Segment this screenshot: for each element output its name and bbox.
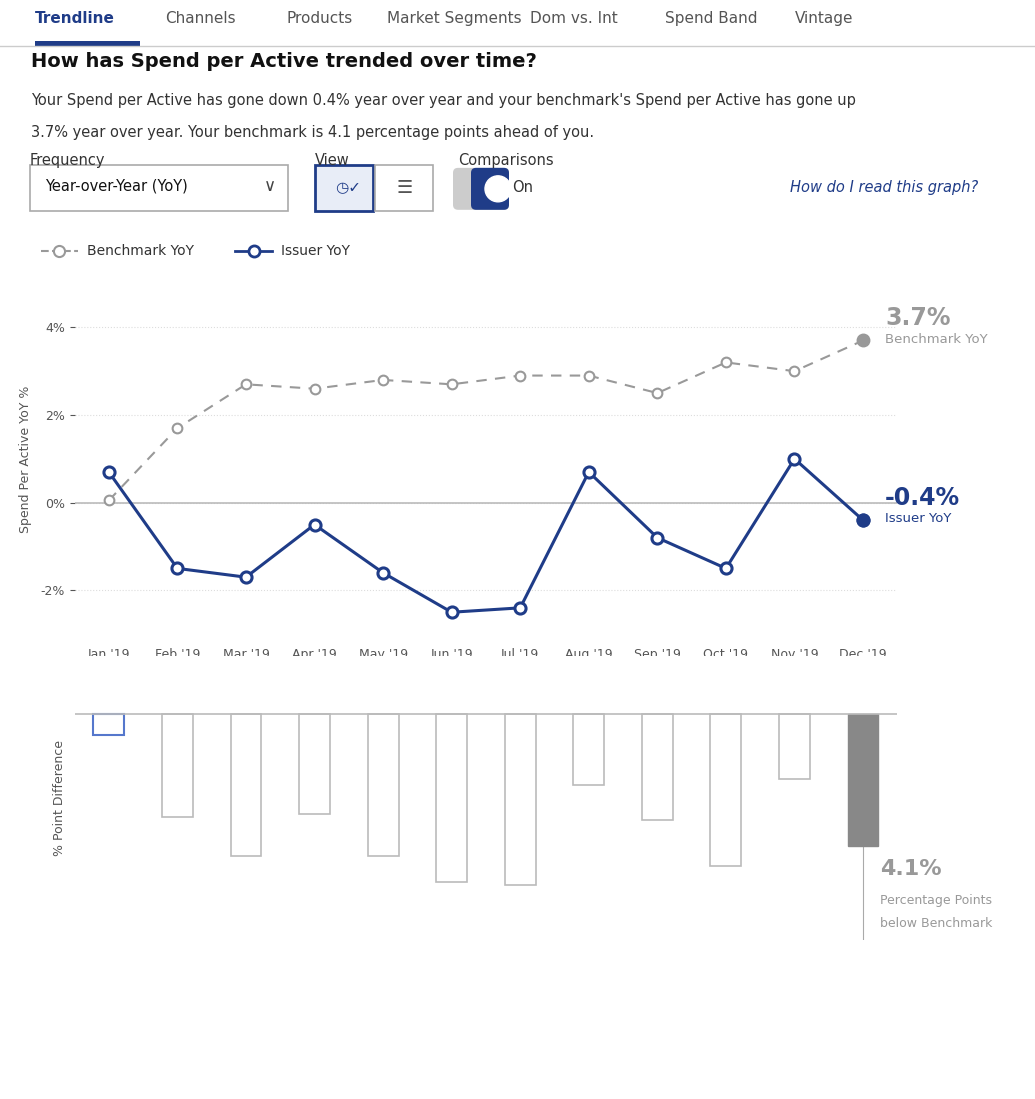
FancyBboxPatch shape <box>30 165 288 211</box>
Bar <box>573 714 604 785</box>
Bar <box>231 714 262 856</box>
Bar <box>505 714 536 885</box>
Bar <box>710 714 741 866</box>
Bar <box>367 714 398 856</box>
Text: Dom vs. Int: Dom vs. Int <box>530 11 618 25</box>
Text: Market Segments: Market Segments <box>387 11 522 25</box>
Text: Issuer YoY: Issuer YoY <box>885 512 951 525</box>
Bar <box>779 714 810 778</box>
FancyBboxPatch shape <box>315 165 373 211</box>
Text: How has Spend per Active trended over time?: How has Spend per Active trended over ti… <box>31 52 537 70</box>
Text: -0.4%: -0.4% <box>885 486 960 510</box>
Text: Your Spend per Active has gone down 0.4% year over year and your benchmark's Spe: Your Spend per Active has gone down 0.4%… <box>31 92 856 108</box>
Text: How do I read this graph?: How do I read this graph? <box>790 180 978 196</box>
FancyBboxPatch shape <box>471 168 509 210</box>
Bar <box>436 714 467 881</box>
Text: Frequency: Frequency <box>30 153 106 168</box>
Text: On: On <box>512 180 533 196</box>
Text: Channels: Channels <box>165 11 236 25</box>
Text: 3.7%: 3.7% <box>885 307 950 330</box>
Y-axis label: % Point Difference: % Point Difference <box>53 740 66 856</box>
Text: ∨: ∨ <box>264 177 276 195</box>
Text: 4.1%: 4.1% <box>880 859 942 879</box>
Text: Year-over-Year (YoY): Year-over-Year (YoY) <box>45 178 187 193</box>
FancyBboxPatch shape <box>375 165 433 211</box>
Text: Percentage Points: Percentage Points <box>880 895 993 907</box>
Bar <box>848 714 879 846</box>
Bar <box>161 714 193 818</box>
FancyBboxPatch shape <box>453 168 509 210</box>
Text: View: View <box>315 153 350 168</box>
Text: ◷✓: ◷✓ <box>335 180 361 196</box>
Bar <box>299 714 330 814</box>
Text: ☰: ☰ <box>396 179 412 197</box>
Text: Vintage: Vintage <box>795 11 854 25</box>
Text: 3.7% year over year. Your benchmark is 4.1 percentage points ahead of you.: 3.7% year over year. Your benchmark is 4… <box>31 124 594 140</box>
Bar <box>642 714 673 821</box>
Y-axis label: Spend Per Active YoY %: Spend Per Active YoY % <box>19 385 32 533</box>
Text: Benchmark YoY: Benchmark YoY <box>87 244 194 258</box>
Text: Trendline: Trendline <box>35 11 115 25</box>
Bar <box>93 714 124 735</box>
Text: Issuer YoY: Issuer YoY <box>282 244 350 258</box>
Text: Benchmark YoY: Benchmark YoY <box>885 333 987 346</box>
Text: below Benchmark: below Benchmark <box>880 917 993 930</box>
Text: Comparisons: Comparisons <box>459 153 554 168</box>
Text: Spend Band: Spend Band <box>666 11 758 25</box>
Text: Products: Products <box>287 11 353 25</box>
Circle shape <box>485 176 511 202</box>
Bar <box>35 42 140 46</box>
